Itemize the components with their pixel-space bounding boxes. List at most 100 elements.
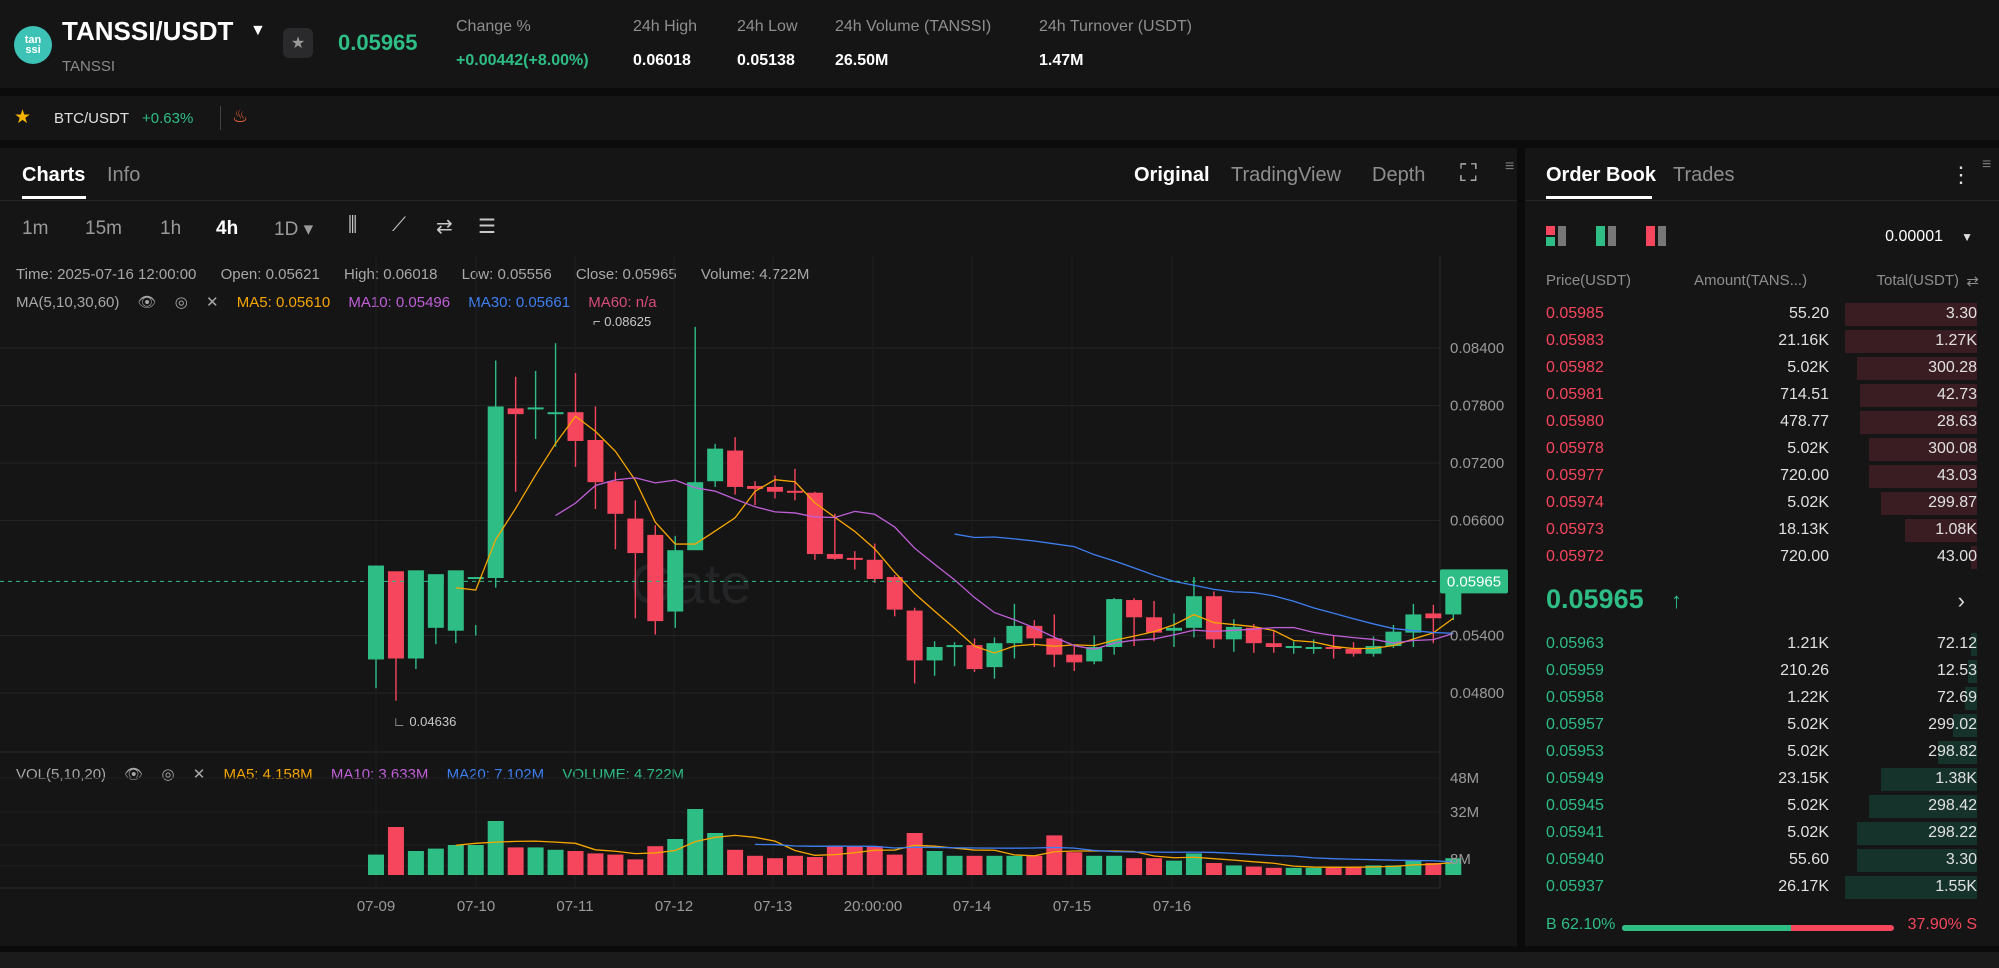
depth-bar xyxy=(1857,822,1977,845)
candlestick-chart[interactable]: Gate 0.059650.084000.078000.072000.066000… xyxy=(0,148,1517,946)
stat-24h-volume: 24h Volume (TANSSI) 26.50M xyxy=(835,18,991,70)
volume-bar xyxy=(767,858,783,875)
close-icon[interactable]: ✕ xyxy=(192,766,206,783)
tab-trades[interactable]: Trades xyxy=(1673,164,1735,186)
candle-body xyxy=(427,574,444,628)
layout-bids-icon[interactable] xyxy=(1596,226,1618,246)
ask-row[interactable]: 0.05978 5.02K 300.08 xyxy=(1525,436,1999,463)
view-tradingview[interactable]: TradingView xyxy=(1231,164,1342,186)
pair-selector[interactable]: TANSSI/USDT xyxy=(62,16,234,46)
ask-row[interactable]: 0.05980 478.77 28.63 xyxy=(1525,409,1999,436)
bid-row[interactable]: 0.05940 55.60 3.30 xyxy=(1525,847,1999,874)
ask-price: 0.05972 xyxy=(1546,548,1604,565)
ask-price: 0.05977 xyxy=(1546,467,1604,484)
layout-both-icon[interactable] xyxy=(1546,226,1568,246)
eye-icon[interactable]: 👁 xyxy=(137,294,157,311)
indicator-icon[interactable]: ⟋ xyxy=(392,214,406,236)
timeframe-15m[interactable]: 15m xyxy=(85,218,122,239)
candle-body xyxy=(986,643,1003,668)
buy-sell-ratio-bar xyxy=(1622,925,1894,931)
more-menu-icon[interactable]: ⋮ xyxy=(1950,162,1972,187)
depth-bar xyxy=(1971,633,1977,656)
volume-bar xyxy=(567,851,584,875)
bid-row[interactable]: 0.05945 5.02K 298.42 xyxy=(1525,793,1999,820)
col-header-price: Price(USDT) xyxy=(1546,272,1631,289)
ask-amount: 720.00 xyxy=(1780,548,1829,565)
bid-row[interactable]: 0.05949 23.15K 1.38K xyxy=(1525,766,1999,793)
candle-type-icon[interactable]: ⫼ xyxy=(348,214,358,236)
ask-row[interactable]: 0.05983 21.16K 1.27K xyxy=(1525,328,1999,355)
list-bar xyxy=(1608,226,1616,246)
bid-row[interactable]: 0.05963 1.21K 72.12 xyxy=(1525,631,1999,658)
chevron-right-icon[interactable]: › xyxy=(1957,588,1965,613)
hot-fire-icon[interactable]: ♨ xyxy=(232,106,249,126)
fullscreen-icon[interactable]: ⛶ xyxy=(1460,160,1477,187)
bid-row[interactable]: 0.05958 1.22K 72.69 xyxy=(1525,685,1999,712)
volume-bar xyxy=(1046,835,1063,875)
timeframe-1m[interactable]: 1m xyxy=(22,218,49,239)
ma10-line xyxy=(555,477,1454,650)
stat-24h-turnover: 24h Turnover (USDT) 1.47M xyxy=(1039,18,1192,70)
settings-icon[interactable]: ◎ xyxy=(161,766,175,783)
candle-body xyxy=(1345,648,1362,654)
bid-price: 0.05949 xyxy=(1546,770,1604,787)
layout-asks-icon[interactable] xyxy=(1646,226,1668,246)
chevron-down-icon[interactable]: ▼ xyxy=(250,22,266,39)
volume-bar xyxy=(1166,860,1182,875)
bid-row[interactable]: 0.05953 5.02K 298.82 xyxy=(1525,739,1999,766)
bid-row[interactable]: 0.05959 210.26 12.53 xyxy=(1525,658,1999,685)
timeframe-1d-dropdown[interactable]: 1D ▾ xyxy=(274,219,314,240)
ask-row[interactable]: 0.05974 5.02K 299.87 xyxy=(1525,490,1999,517)
ask-row[interactable]: 0.05982 5.02K 300.28 xyxy=(1525,355,1999,382)
vol-tick-label: 8M xyxy=(1450,851,1471,868)
bid-row[interactable]: 0.05957 5.02K 299.02 xyxy=(1525,712,1999,739)
panel-menu-icon[interactable]: ≡ xyxy=(1505,158,1515,175)
candle-body xyxy=(826,554,843,559)
view-original[interactable]: Original xyxy=(1134,164,1210,186)
panel-menu-icon[interactable]: ≡ xyxy=(1982,156,1992,173)
candle-body xyxy=(946,645,963,648)
volume-bar xyxy=(1365,865,1382,875)
close-icon[interactable]: ✕ xyxy=(206,294,219,311)
depth-bar xyxy=(1881,492,1977,515)
eye-icon[interactable]: 👁 xyxy=(124,766,144,783)
candle-body xyxy=(627,518,644,554)
view-depth[interactable]: Depth xyxy=(1372,164,1426,186)
bid-total: 298.22 xyxy=(1928,824,1977,841)
ma5-line xyxy=(455,415,1454,654)
stat-24h-high: 24h High 0.06018 xyxy=(633,18,697,70)
swap-icon[interactable]: ⇄ xyxy=(1966,273,1979,290)
favorites-star-icon[interactable]: ★ xyxy=(14,107,32,128)
tab-order-book[interactable]: Order Book xyxy=(1546,164,1657,186)
ask-row[interactable]: 0.05972 720.00 43.00 xyxy=(1525,544,1999,571)
up-arrow-icon: ↑ xyxy=(1671,588,1682,613)
chevron-down-icon[interactable]: ▼ xyxy=(1961,230,1973,244)
tab-charts[interactable]: Charts xyxy=(22,164,86,186)
favorite-star-icon[interactable]: ★ xyxy=(283,28,313,58)
x-tick-label: 07-16 xyxy=(1153,898,1191,915)
bid-total: 72.69 xyxy=(1936,689,1977,706)
bid-amount: 5.02K xyxy=(1787,743,1829,760)
ask-amount: 714.51 xyxy=(1780,386,1829,403)
list-bar xyxy=(1658,226,1666,246)
ask-bar xyxy=(1646,226,1655,246)
ask-total: 3.30 xyxy=(1945,305,1977,322)
compare-icon[interactable]: ⇄ xyxy=(436,216,453,238)
timeframe-1h[interactable]: 1h xyxy=(160,218,182,239)
settings-icon[interactable]: ◎ xyxy=(174,294,188,311)
ticker-change: +0.63% xyxy=(142,110,194,127)
ask-row[interactable]: 0.05985 55.20 3.30 xyxy=(1525,301,1999,328)
ticker-symbol[interactable]: BTC/USDT xyxy=(54,110,129,127)
tab-info[interactable]: Info xyxy=(107,164,141,186)
bid-row[interactable]: 0.05941 5.02K 298.22 xyxy=(1525,820,1999,847)
timeframe-4h[interactable]: 4h xyxy=(216,218,239,239)
ask-row[interactable]: 0.05973 18.13K 1.08K xyxy=(1525,517,1999,544)
volume-bar xyxy=(846,846,863,875)
ask-row[interactable]: 0.05977 720.00 43.03 xyxy=(1525,463,1999,490)
bid-row[interactable]: 0.05937 26.17K 1.55K xyxy=(1525,874,1999,901)
ask-row[interactable]: 0.05981 714.51 42.73 xyxy=(1525,382,1999,409)
precision-select[interactable]: 0.00001 xyxy=(1885,228,1943,245)
settings-list-icon[interactable]: ☰ xyxy=(478,216,496,238)
x-tick-label: 07-15 xyxy=(1053,898,1091,915)
bid-price: 0.05957 xyxy=(1546,716,1604,733)
